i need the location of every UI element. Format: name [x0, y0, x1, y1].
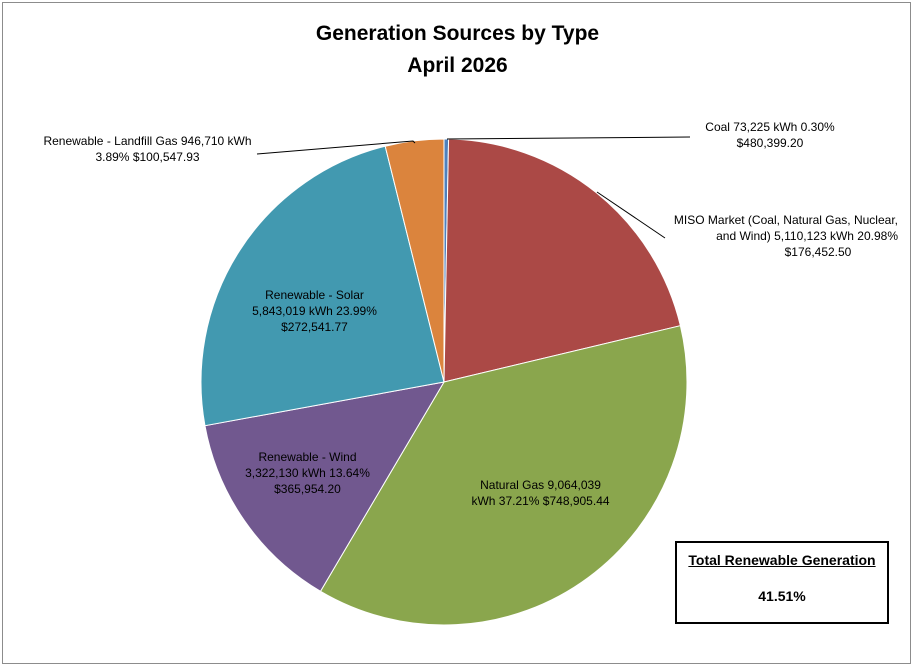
- total-renewable-value: 41.51%: [758, 588, 806, 604]
- label-coal: Coal 73,225 kWh 0.30% $480,399.20: [705, 120, 835, 150]
- chart-subtitle: April 2026: [407, 54, 508, 77]
- leader-line-miso: [596, 191, 666, 239]
- pie-slice-renewable-wind: [204, 381, 445, 592]
- pie-slice-miso-market-coal-natural-gas-nuclear-and-wind: [443, 138, 681, 383]
- label-landfill-gas: Renewable - Landfill Gas 946,710 kWh 3.8…: [43, 134, 252, 164]
- leader-line-landfill: [256, 140, 416, 155]
- pie-slice-natural-gas: [319, 325, 688, 626]
- chart-title: Generation Sources by Type: [315, 22, 600, 45]
- pie-slice-renewable-solar: [200, 145, 445, 427]
- label-solar: Renewable - Solar 5,843,019 kWh 23.99% $…: [252, 288, 377, 334]
- leader-line-coal: [446, 136, 691, 140]
- label-wind: Renewable - Wind 3,322,130 kWh 13.64% $3…: [245, 450, 370, 496]
- label-natural-gas: Natural Gas 9,064,039 kWh 37.21% $748,90…: [471, 478, 610, 508]
- label-miso: MISO Market (Coal, Natural Gas, Nuclear,…: [673, 213, 898, 259]
- total-renewable-title: Total Renewable Generation: [688, 552, 876, 568]
- pie-slice-renewable-landfill-gas: [384, 138, 445, 383]
- total-renewable-box: Total Renewable Generation 41.51%: [675, 541, 889, 624]
